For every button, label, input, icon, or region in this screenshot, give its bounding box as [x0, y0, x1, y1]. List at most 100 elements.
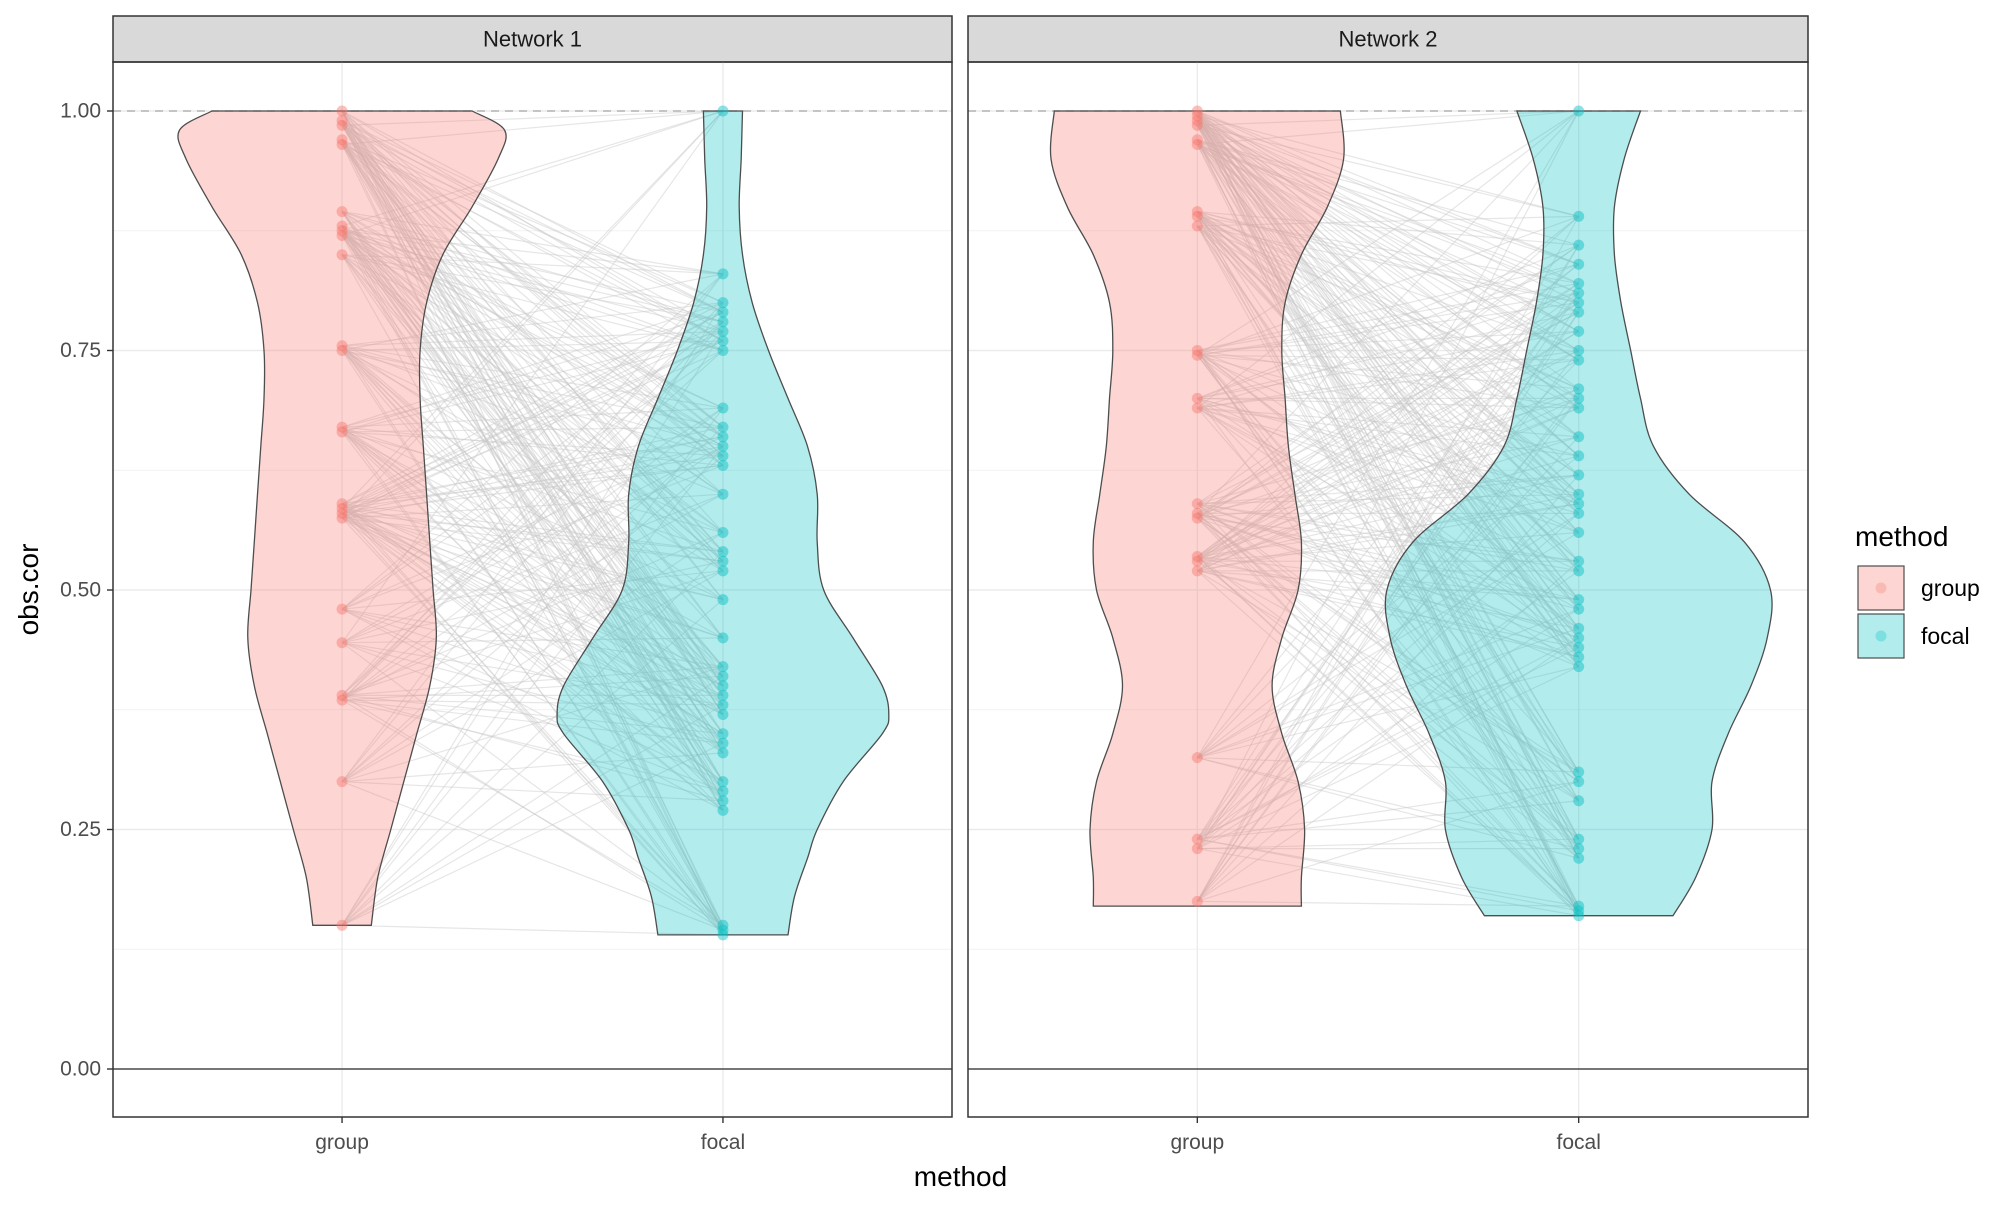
pair-line: [342, 637, 723, 644]
data-point-focal: [1573, 450, 1585, 462]
pair-lines: [1196, 110, 1580, 917]
pair-line: [341, 675, 724, 926]
pair-line: [1197, 110, 1579, 332]
pair-line: [341, 235, 724, 792]
pair-line: [341, 125, 724, 754]
pair-line: [1196, 354, 1580, 629]
violin-focal: [556, 110, 890, 936]
pair-line: [1197, 211, 1579, 313]
pair-line: [1197, 215, 1579, 409]
pair-line: [1197, 330, 1579, 399]
pair-line: [1197, 503, 1579, 572]
pair-line: [341, 230, 724, 275]
pair-line: [341, 211, 724, 438]
pair-line: [341, 431, 724, 802]
pair-line: [341, 407, 724, 926]
pair-line: [341, 110, 724, 754]
pair-line: [1196, 125, 1580, 849]
data-point-group: [336, 345, 348, 356]
pair-line: [1196, 225, 1580, 907]
pair-line: [341, 493, 724, 701]
pair-line: [341, 144, 724, 495]
pair-line: [341, 321, 724, 610]
pair-line: [341, 225, 724, 447]
pair-line: [1196, 216, 1580, 840]
x-tick-label-group: group: [315, 1131, 369, 1154]
pair-line: [341, 599, 724, 926]
pair-line: [1197, 120, 1579, 265]
pair-line: [341, 512, 724, 601]
data-point-group: [336, 919, 348, 931]
pair-line: [341, 431, 724, 687]
data-point-group: [1191, 895, 1203, 907]
pair-line: [1196, 110, 1580, 505]
pair-line: [341, 225, 724, 926]
data-point-focal: [1573, 469, 1585, 481]
data-point-focal: [1573, 594, 1585, 606]
pair-line: [341, 531, 724, 696]
data-point-focal: [1573, 795, 1585, 807]
pair-line: [341, 455, 724, 783]
data-point-group: [1191, 349, 1203, 361]
pair-line: [341, 426, 724, 811]
pair-line: [341, 302, 724, 505]
pair-line: [341, 125, 724, 639]
pair-line: [1197, 225, 1579, 304]
pair-line: [341, 350, 724, 715]
pair-line: [341, 139, 724, 304]
pair-line: [1196, 263, 1580, 557]
pair-line: [1196, 144, 1580, 667]
data-point-group: [336, 249, 348, 261]
pair-line: [1197, 354, 1579, 534]
pair-line: [341, 139, 724, 936]
pair-line: [341, 642, 724, 792]
pair-line: [1196, 211, 1580, 572]
data-point-focal: [1573, 325, 1585, 337]
pair-line: [341, 517, 724, 639]
data-point-focal: [717, 680, 729, 692]
pair-line: [341, 345, 724, 744]
pair-line: [1196, 144, 1580, 916]
pair-line: [341, 120, 724, 600]
pair-line: [341, 230, 724, 668]
pair-line: [1196, 517, 1580, 859]
pair-line: [341, 120, 724, 332]
pair-line: [341, 230, 724, 696]
pair-line: [341, 330, 724, 701]
pair-line: [341, 431, 724, 716]
pair-line: [1197, 407, 1579, 558]
pair-line: [341, 211, 724, 466]
data-point-focal: [1573, 910, 1585, 922]
pair-line: [341, 426, 724, 936]
pair-line: [1196, 215, 1580, 610]
pair-line: [341, 426, 724, 601]
panel-title: Network 1: [483, 27, 582, 52]
pair-line: [341, 110, 724, 644]
pair-line: [1196, 120, 1580, 572]
pair-line: [1197, 517, 1579, 562]
pair-line: [1197, 144, 1579, 352]
pair-line: [341, 225, 724, 792]
data-point-focal: [717, 268, 729, 280]
pair-line: [1196, 139, 1580, 399]
pair-line: [1196, 398, 1580, 902]
pair-line: [1197, 512, 1579, 610]
pair-line: [1196, 144, 1580, 849]
pair-line: [341, 230, 724, 438]
x-tick-label-group: group: [1170, 1131, 1224, 1154]
data-point-focal: [717, 785, 729, 797]
pair-line: [341, 340, 724, 433]
pair-line: [341, 694, 724, 931]
data-point-group: [1191, 115, 1203, 127]
pair-line: [1197, 210, 1579, 246]
pair-line: [1197, 436, 1579, 558]
pair-line: [1196, 120, 1580, 840]
pair-line: [1197, 800, 1579, 840]
pair-line: [341, 211, 724, 323]
pair-line: [1197, 838, 1579, 907]
data-point-group: [336, 230, 348, 242]
pair-line: [1196, 570, 1580, 840]
pair-line: [1197, 757, 1579, 859]
violin-group: [1049, 110, 1345, 907]
